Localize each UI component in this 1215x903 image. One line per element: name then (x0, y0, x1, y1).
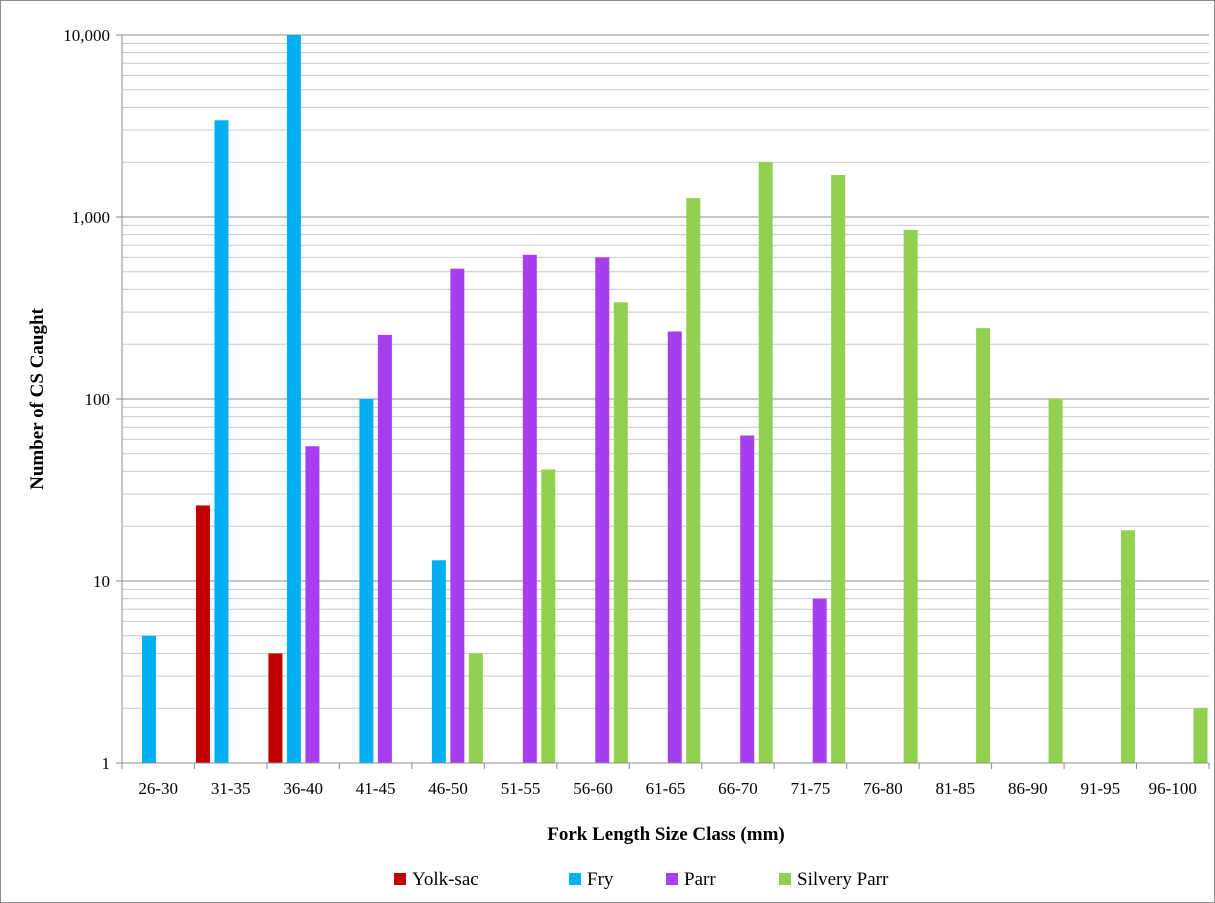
bar-parr (667, 331, 682, 763)
bar-fry (286, 35, 301, 763)
gridlines (122, 34, 1209, 764)
x-tick-label: 51-55 (501, 779, 541, 798)
x-tick-label: 76-80 (863, 779, 903, 798)
bar-silvery-parr (1193, 708, 1208, 763)
bar-silvery-parr (976, 328, 991, 763)
bar-silvery-parr (686, 198, 701, 763)
bar-silvery-parr (758, 162, 773, 764)
legend-swatch-silvery-parr (779, 873, 791, 885)
bars (141, 35, 1208, 764)
legend-label-fry: Fry (587, 869, 614, 890)
x-tick-label: 26-30 (138, 779, 178, 798)
bar-silvery-parr (831, 175, 846, 764)
x-tick-label: 46-50 (428, 779, 468, 798)
bar-fry (431, 560, 446, 763)
bar-parr (812, 598, 827, 763)
legend-label-yolk-sac: Yolk-sac (412, 869, 479, 890)
y-tick-label: 1 (102, 754, 111, 773)
legend-swatch-parr (666, 873, 678, 885)
bar-fry (141, 635, 156, 763)
x-tick-label: 81-85 (936, 779, 976, 798)
x-tick-label: 91-95 (1080, 779, 1120, 798)
y-tick-label: 100 (85, 390, 111, 409)
y-tick-label: 10,000 (63, 26, 110, 45)
bar-yolk-sac (268, 653, 283, 763)
bar-silvery-parr (1048, 399, 1063, 763)
x-tick-label: 71-75 (791, 779, 831, 798)
legend-swatch-fry (569, 873, 581, 885)
bar-silvery-parr (541, 469, 556, 763)
x-tick-label: 31-35 (211, 779, 251, 798)
bar-silvery-parr (903, 229, 918, 763)
bar-parr (740, 435, 755, 763)
x-axis-title: Fork Length Size Class (mm) (547, 824, 784, 845)
bar-parr (522, 254, 537, 763)
x-tick-label: 61-65 (646, 779, 686, 798)
bar-parr (595, 257, 610, 763)
bar-parr (305, 446, 320, 763)
y-tick-label: 1,000 (72, 208, 110, 227)
bar-silvery-parr (1121, 530, 1136, 763)
x-tick-label: 66-70 (718, 779, 758, 798)
axes (116, 34, 1210, 769)
y-tick-label: 10 (93, 572, 110, 591)
legend-label-parr: Parr (684, 869, 716, 890)
y-axis-title: Number of CS Caught (27, 307, 48, 489)
legend-label-silvery-parr: Silvery Parr (797, 869, 889, 890)
bar-parr (377, 334, 392, 763)
x-tick-labels: 26-30 31-35 36-40 41-45 46-50 51-55 56-60 61-65… (138, 779, 1196, 798)
legend-swatch-yolk-sac (394, 873, 406, 885)
bar-fry (359, 399, 374, 763)
y-tick-labels: 1 10 100 1,000 10,000 (63, 26, 110, 773)
x-tick-label: 36-40 (283, 779, 323, 798)
bar-fry (214, 120, 229, 764)
bar-yolk-sac (195, 505, 210, 763)
x-tick-label: 56-60 (573, 779, 613, 798)
x-tick-label: 96-100 (1149, 779, 1197, 798)
x-tick-label: 86-90 (1008, 779, 1048, 798)
x-tick-label: 41-45 (356, 779, 396, 798)
bar-silvery-parr (613, 302, 628, 763)
bar-parr (450, 268, 465, 763)
bar-silvery-parr (468, 653, 483, 763)
legend: Yolk-sac Fry Parr Silvery Parr (394, 869, 889, 890)
